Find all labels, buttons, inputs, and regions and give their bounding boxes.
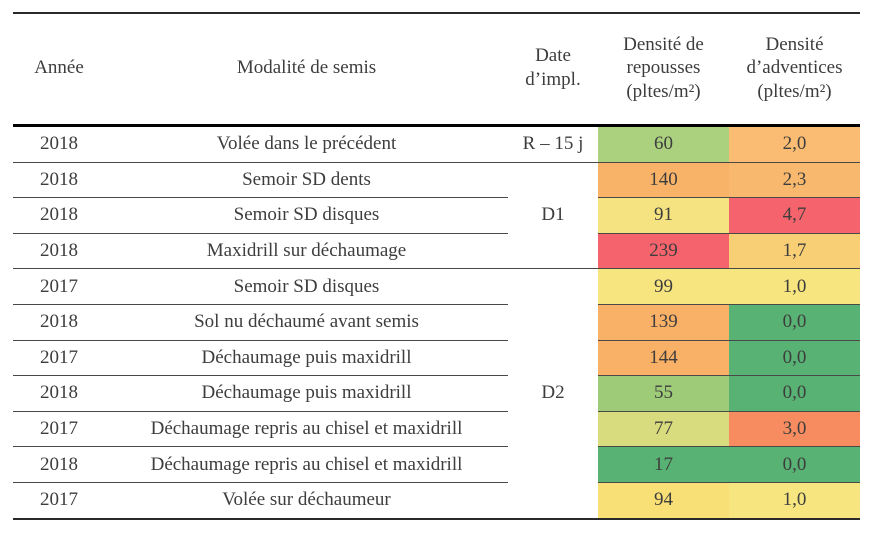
table-row: 2017 Volée sur déchaumeur 94 1,0 (13, 481, 860, 519)
table-row: 2017 Déchaumage repris au chisel et maxid… (13, 410, 860, 447)
header-annee: Année (13, 12, 105, 127)
repousses-value-cell: 99 (598, 268, 729, 305)
table-row: 2018 Déchaumage puis maxidrill 55 0,0 (13, 375, 860, 412)
adventices-value-cell: 2,0 (729, 125, 860, 163)
date-impl-cell: D2 (508, 268, 598, 519)
header-densite-adventices: Densité d’adventices (pltes/m²) (729, 12, 860, 127)
modality-cell: Déchaumage puis maxidrill (105, 339, 508, 376)
modality-cell: Semoir SD disques (105, 197, 508, 234)
modality-cell: Déchaumage puis maxidrill (105, 375, 508, 412)
modality-cell: Semoir SD dents (105, 161, 508, 198)
adventices-value-cell: 1,0 (729, 481, 860, 519)
table-row: 2018 Sol nu déchaumé avant semis 139 0,0 (13, 303, 860, 341)
repousses-value-cell: 91 (598, 197, 729, 234)
repousses-value-cell: 144 (598, 339, 729, 376)
table-row: 2018 Semoir SD disques 91 4,7 (13, 197, 860, 234)
year-cell: 2018 (13, 125, 105, 163)
repousses-value-cell: 139 (598, 303, 729, 341)
modality-cell: Sol nu déchaumé avant semis (105, 303, 508, 341)
header-densite-repousses: Densité de repousses (pltes/m²) (598, 12, 729, 127)
date-impl-cell: R – 15 j (508, 125, 598, 163)
year-cell: 2018 (13, 375, 105, 412)
repousses-value-cell: 239 (598, 232, 729, 269)
date-impl-cell: D1 (508, 161, 598, 269)
year-cell: 2018 (13, 197, 105, 234)
table-header: Année Modalité de semis Date d’impl. Den… (13, 12, 860, 127)
adventices-value-cell: 0,0 (729, 375, 860, 412)
repousses-value-cell: 77 (598, 410, 729, 447)
adventices-value-cell: 0,0 (729, 303, 860, 341)
year-cell: 2018 (13, 303, 105, 341)
table-row: 2018 Volée dans le précédent R – 15 j 60 2,0 (13, 125, 860, 163)
semis-results-table: Année Modalité de semis Date d’impl. Den… (13, 12, 860, 520)
adventices-value-cell: 1,7 (729, 232, 860, 269)
table-row: 2018 Déchaumage repris au chisel et maxid… (13, 446, 860, 483)
modality-cell: Déchaumage repris au chisel et maxidrill (105, 446, 508, 483)
year-cell: 2017 (13, 339, 105, 376)
modality-cell: Volée dans le précédent (105, 125, 508, 163)
modality-cell: Maxidrill sur déchaumage (105, 232, 508, 269)
repousses-value-cell: 94 (598, 481, 729, 519)
modality-cell: Déchaumage repris au chisel et maxidrill (105, 410, 508, 447)
header-date-impl: Date d’impl. (508, 12, 598, 127)
modality-cell: Volée sur déchaumeur (105, 481, 508, 519)
table-row: 2018 Semoir SD dents D1 140 2,3 (13, 161, 860, 269)
year-cell: 2018 (13, 161, 105, 198)
adventices-value-cell: 0,0 (729, 446, 860, 483)
header-modalite: Modalité de semis (105, 12, 508, 127)
repousses-value-cell: 60 (598, 125, 729, 163)
year-cell: 2017 (13, 268, 105, 305)
repousses-value-cell: 17 (598, 446, 729, 483)
adventices-value-cell: 3,0 (729, 410, 860, 447)
adventices-value-cell: 0,0 (729, 339, 860, 376)
year-cell: 2017 (13, 481, 105, 519)
year-cell: 2017 (13, 410, 105, 447)
adventices-value-cell: 2,3 (729, 161, 860, 198)
adventices-value-cell: 1,0 (729, 268, 860, 305)
repousses-value-cell: 140 (598, 161, 729, 198)
table-row: 2018 Maxidrill sur déchaumage 239 1,7 (13, 232, 860, 269)
repousses-value-cell: 55 (598, 375, 729, 412)
adventices-value-cell: 4,7 (729, 197, 860, 234)
table-body: 2018 Volée dans le précédent R – 15 j 60 2,0… (13, 125, 860, 519)
year-cell: 2018 (13, 446, 105, 483)
table-row: 2017 Déchaumage puis maxidrill 144 0,0 (13, 339, 860, 376)
year-cell: 2018 (13, 232, 105, 269)
modality-cell: Semoir SD disques (105, 268, 508, 305)
table-row: 2017 Semoir SD disques D2 99 1,0 (13, 268, 860, 519)
header-row: Année Modalité de semis Date d’impl. Den… (13, 12, 860, 127)
